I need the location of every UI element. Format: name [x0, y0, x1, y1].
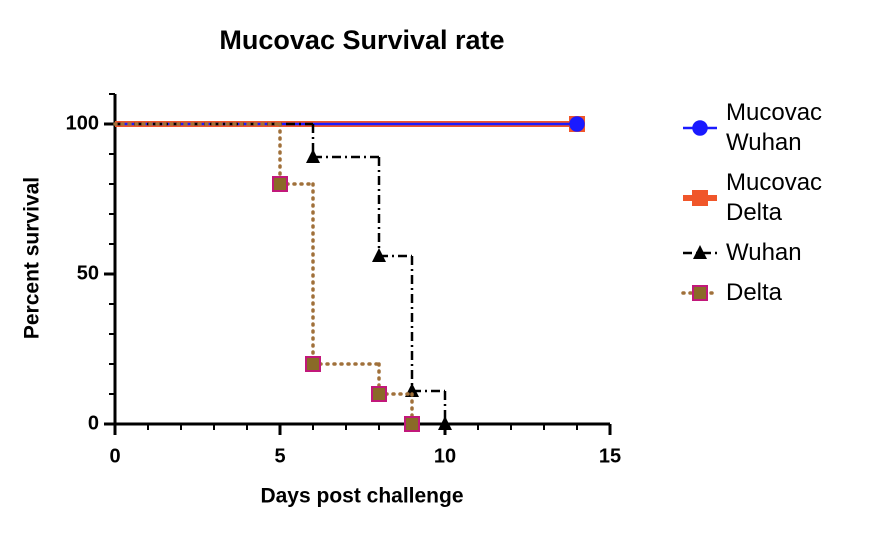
marker — [305, 356, 321, 372]
x-tick-label: 10 — [434, 445, 456, 467]
legend-label: Mucovac Delta — [726, 169, 823, 226]
marker — [569, 116, 585, 132]
legend-swatch — [681, 285, 719, 301]
legend-item: Delta — [680, 278, 870, 308]
y-tick-label: 0 — [88, 412, 99, 434]
marker — [692, 285, 708, 301]
legend-swatch — [683, 120, 717, 136]
marker — [306, 149, 320, 163]
legend-swatch — [683, 190, 717, 206]
x-tick-label: 0 — [109, 445, 120, 467]
legend-item: Mucovac Wuhan — [680, 98, 870, 158]
legend-item: Wuhan — [680, 238, 870, 268]
y-axis-label: Percent survival — [21, 177, 44, 339]
x-tick-label: 5 — [274, 445, 285, 467]
marker — [372, 248, 386, 262]
x-tick-label: 15 — [599, 445, 621, 467]
marker — [692, 120, 708, 136]
marker — [272, 176, 288, 192]
y-tick-label: 100 — [66, 112, 99, 134]
marker — [438, 416, 452, 430]
marker — [692, 190, 708, 206]
legend-label: Wuhan — [726, 239, 802, 266]
marker — [404, 416, 420, 432]
y-tick-label: 50 — [77, 262, 99, 284]
marker — [693, 245, 707, 259]
legend-item: Mucovac Delta — [680, 168, 870, 228]
marker — [371, 386, 387, 402]
legend: Mucovac Wuhan Mucovac Delta Wuhan Delta — [680, 98, 870, 318]
legend-label: Mucovac Wuhan — [726, 99, 823, 156]
legend-label: Delta — [726, 279, 783, 306]
x-axis-label: Days post challenge — [260, 485, 463, 508]
chart-title: Mucovac Survival rate — [219, 25, 504, 55]
legend-swatch — [683, 245, 717, 259]
